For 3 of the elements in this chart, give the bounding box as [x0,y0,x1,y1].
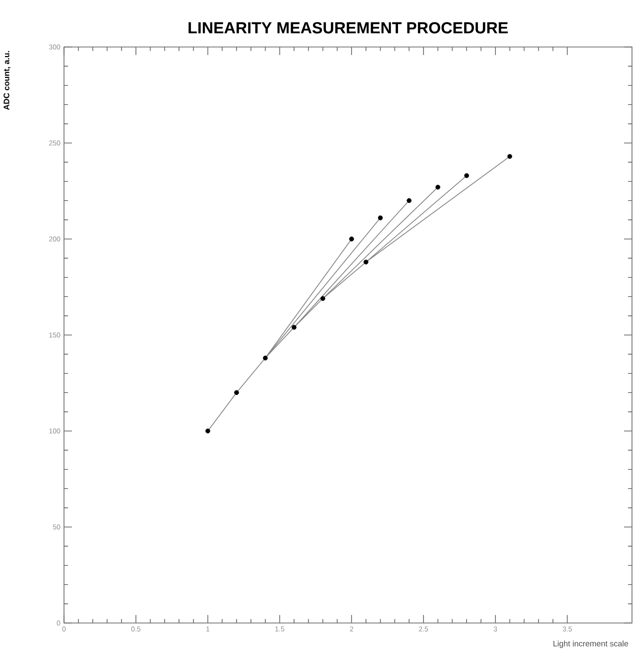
y-axis-title: ADC count, a.u. [4,51,10,110]
x-axis-title: Light increment scale [554,640,628,648]
chart-title: LINEARITY MEASUREMENT PROCEDURE [188,22,508,34]
